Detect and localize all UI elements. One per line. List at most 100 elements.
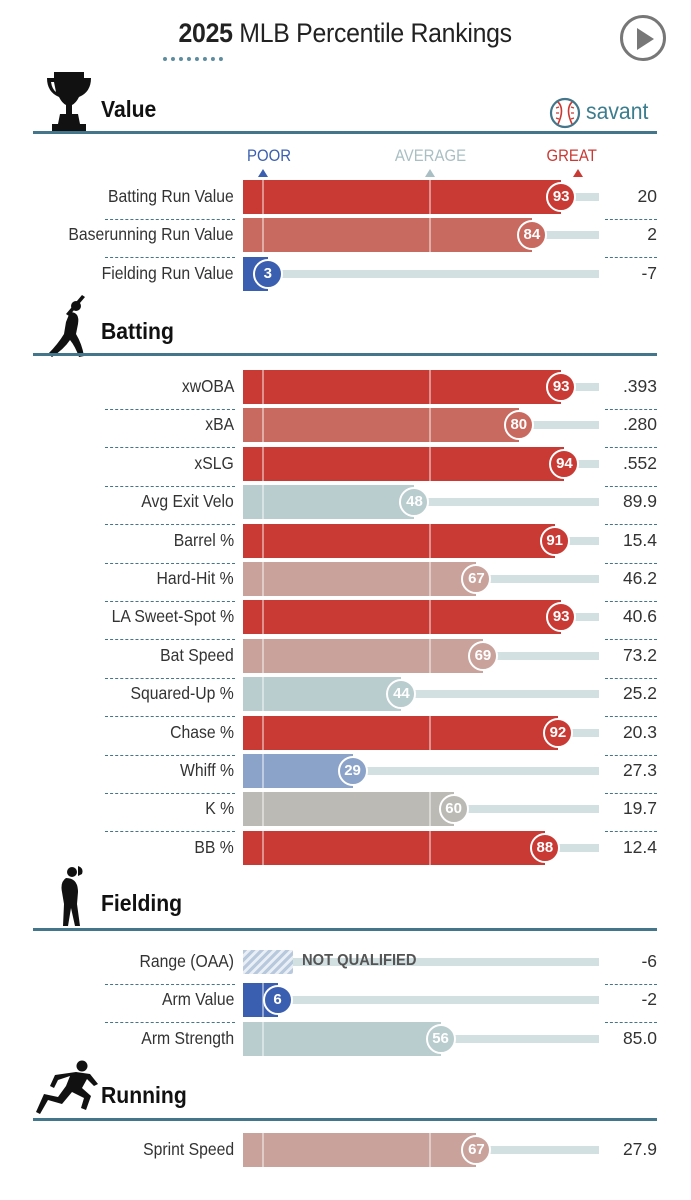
row-separator (105, 678, 235, 679)
percentile-track (243, 767, 599, 775)
percentile-badge: 6 (262, 985, 293, 1015)
metric-label: Batting Run Value (108, 186, 234, 206)
row-separator (105, 486, 235, 487)
percentile-track (243, 690, 599, 698)
row-separator (605, 219, 657, 220)
grid-line (262, 370, 264, 404)
grid-line (429, 792, 431, 826)
scale-great-label: GREAT (546, 146, 597, 165)
section-title: Running (101, 1082, 187, 1108)
percentile-bar (243, 754, 353, 788)
grid-line (262, 447, 264, 481)
section-divider (33, 928, 657, 931)
metric-value: .393 (622, 376, 657, 396)
metric-value: 15.4 (622, 530, 657, 550)
metric-label: Fielding Run Value (102, 263, 234, 283)
metric-value: 89.9 (622, 491, 657, 511)
metric-row[interactable]: Range (OAA) NOT QUALIFIED -6 (0, 945, 691, 985)
metric-label: BB % (194, 837, 234, 857)
row-separator (105, 409, 235, 410)
metric-row[interactable]: Sprint Speed 67 27.9 (0, 1133, 691, 1167)
baseball-icon (549, 97, 581, 129)
percentile-bar (243, 408, 519, 442)
grid-line (429, 1133, 431, 1167)
metric-row[interactable]: Avg Exit Velo 48 89.9 (0, 485, 691, 525)
metric-row[interactable]: Fielding Run Value 3 -7 (0, 257, 691, 291)
metric-row[interactable]: BB % 88 12.4 (0, 831, 691, 865)
percentile-badge: 88 (529, 833, 560, 863)
metric-row[interactable]: Barrel % 91 15.4 (0, 524, 691, 564)
row-separator (605, 563, 657, 564)
grid-line (262, 485, 264, 519)
row-separator (605, 409, 657, 410)
row-separator (605, 678, 657, 679)
row-separator (105, 563, 235, 564)
percentile-badge: 60 (438, 794, 469, 824)
metric-row[interactable]: Arm Value 6 -2 (0, 983, 691, 1023)
percentile-badge: 29 (337, 756, 368, 786)
title-year: 2025 (178, 18, 233, 48)
percentile-bar (243, 1022, 441, 1056)
grid-line (429, 180, 431, 214)
metric-row[interactable]: xBA 80 .280 (0, 408, 691, 448)
metric-row[interactable]: Chase % 92 20.3 (0, 716, 691, 756)
title-text: MLB Percentile Rankings (239, 18, 513, 48)
great-marker-icon (573, 169, 583, 177)
metric-value: 27.3 (622, 760, 657, 780)
metric-label: LA Sweet-Spot % (111, 606, 234, 626)
percentile-bar (243, 831, 545, 865)
percentile-badge: 92 (542, 718, 573, 748)
scale-average-label: AVERAGE (394, 146, 467, 165)
percentile-bar (243, 447, 565, 481)
metric-row[interactable]: Bat Speed 69 73.2 (0, 639, 691, 679)
metric-value: 2 (647, 224, 657, 244)
percentile-bar (243, 218, 532, 252)
metric-label: Squared-Up % (130, 683, 234, 703)
grid-line (429, 600, 431, 634)
metric-row[interactable]: Hard-Hit % 67 46.2 (0, 562, 691, 602)
metric-row[interactable]: Batting Run Value 93 20 (0, 180, 691, 220)
metric-value: 12.4 (622, 837, 657, 857)
metric-row[interactable]: Squared-Up % 44 25.2 (0, 677, 691, 717)
grid-line (262, 180, 264, 214)
grid-line (262, 677, 264, 711)
play-button[interactable] (620, 15, 666, 61)
grid-line (262, 408, 264, 442)
metric-value: -2 (641, 989, 657, 1009)
metric-row[interactable]: xwOBA 93 .393 (0, 370, 691, 410)
row-separator (105, 257, 235, 258)
metric-row[interactable]: Baserunning Run Value 84 2 (0, 218, 691, 258)
percentile-track (243, 996, 599, 1004)
percentile-badge: 91 (539, 526, 570, 556)
metric-row[interactable]: K % 60 19.7 (0, 792, 691, 832)
not-qualified-pattern (243, 950, 293, 974)
metric-row[interactable]: Arm Strength 56 85.0 (0, 1022, 691, 1056)
metric-label: Arm Strength (141, 1028, 234, 1048)
metric-value: 20 (637, 186, 657, 206)
grid-line (429, 639, 431, 673)
metric-label: xwOBA (181, 376, 234, 396)
fielder-icon (50, 864, 90, 933)
row-separator (605, 524, 657, 525)
percentile-badge: 56 (425, 1024, 456, 1054)
metric-row[interactable]: xSLG 94 .552 (0, 447, 691, 487)
row-separator (605, 639, 657, 640)
grid-line (262, 600, 264, 634)
grid-line (429, 831, 431, 865)
average-marker-icon (425, 169, 435, 177)
metric-row[interactable]: Whiff % 29 27.3 (0, 754, 691, 794)
row-separator (105, 524, 235, 525)
title-underline (163, 57, 223, 61)
grid-line (262, 218, 264, 252)
page-title: 2025 MLB Percentile Rankings (0, 18, 691, 49)
row-separator (605, 486, 657, 487)
percentile-track (243, 270, 599, 278)
percentile-bar (243, 639, 483, 673)
batter-icon (42, 294, 102, 365)
runner-icon (36, 1058, 102, 1123)
percentile-badge: 67 (461, 564, 492, 594)
metric-row[interactable]: LA Sweet-Spot % 93 40.6 (0, 600, 691, 640)
section-divider (33, 131, 657, 134)
row-separator (605, 755, 657, 756)
grid-line (262, 639, 264, 673)
